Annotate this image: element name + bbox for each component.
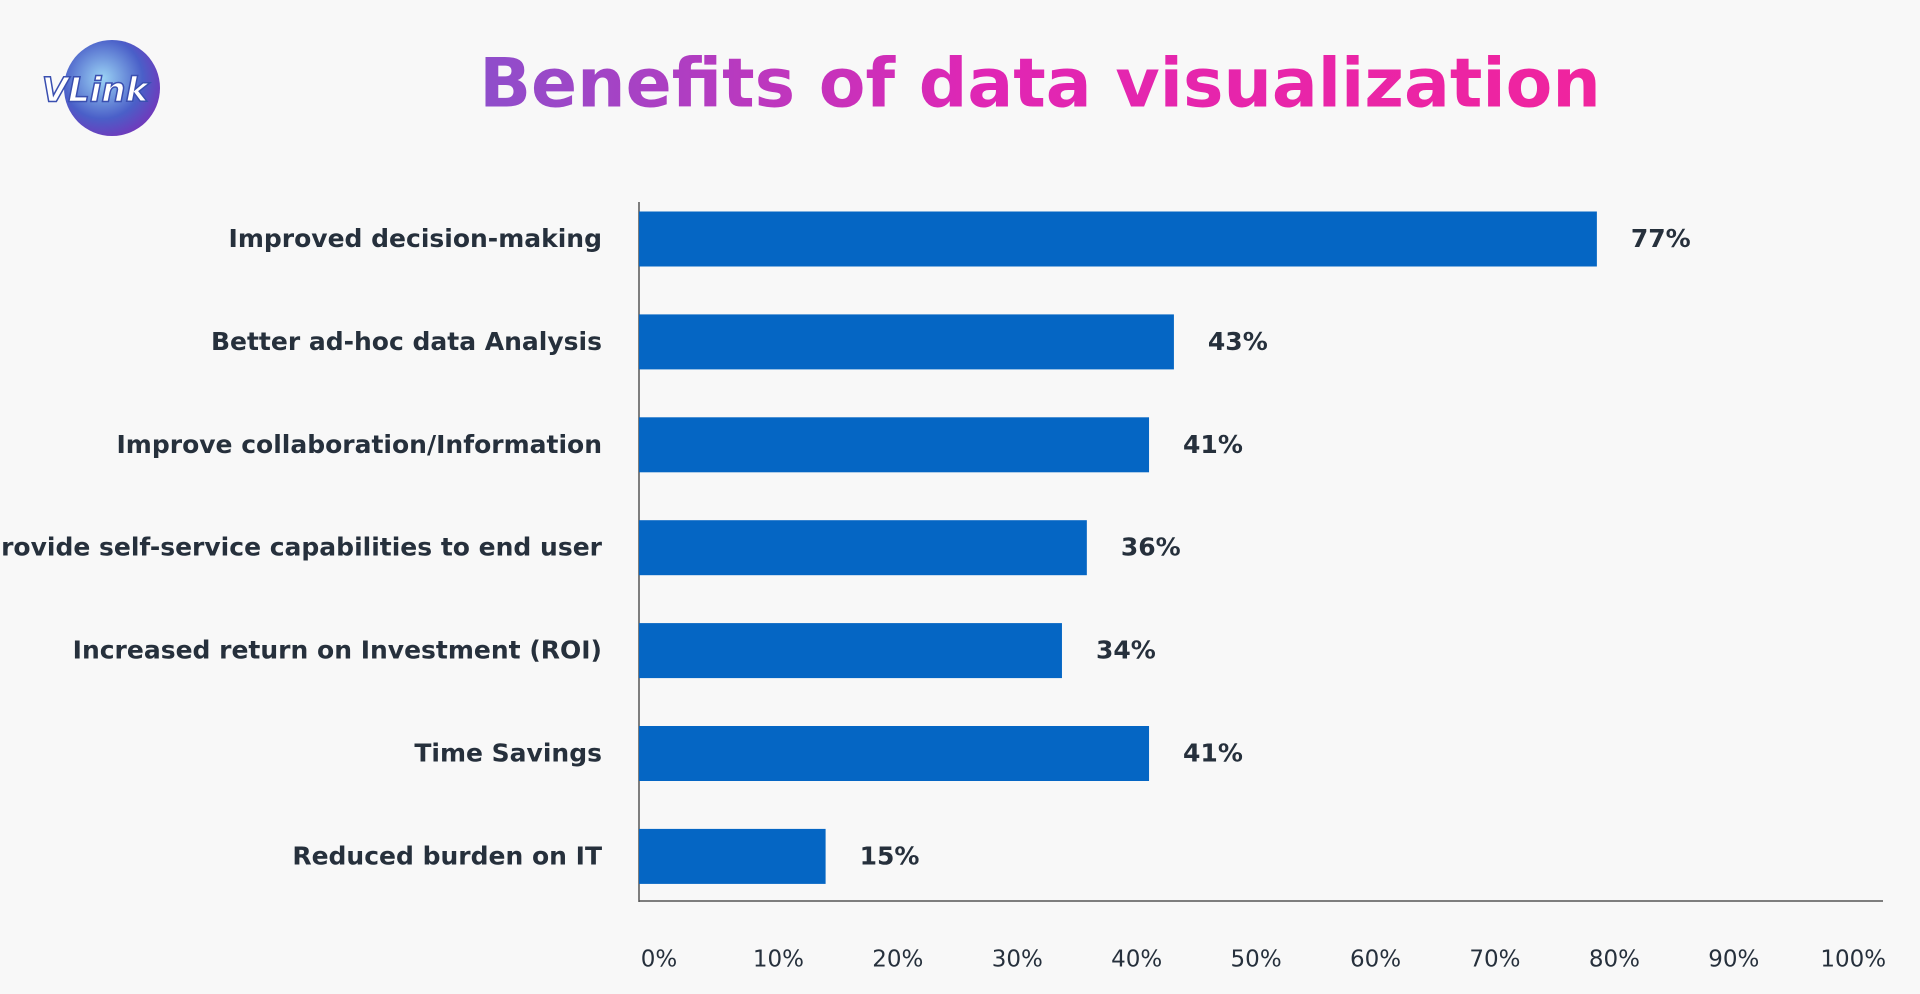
bar	[639, 314, 1174, 370]
logo: VLink	[41, 40, 160, 136]
x-tick-label: 60%	[1350, 947, 1401, 973]
category-label: Better ad-hoc data Analysis	[211, 327, 602, 356]
bar	[639, 211, 1597, 267]
category-label: Time Savings	[414, 739, 602, 768]
value-label: 77%	[1631, 224, 1691, 253]
category-label: Improved decision-making	[229, 224, 602, 253]
value-label: 43%	[1208, 327, 1268, 356]
bar	[639, 417, 1150, 473]
x-tick-label: 0%	[641, 947, 678, 973]
bar	[639, 828, 826, 884]
x-tick-label: 50%	[1231, 947, 1282, 973]
category-label: Provide self-service capabilities to end…	[0, 533, 603, 562]
chart-title: Benefits of data visualization	[479, 45, 1601, 124]
value-label: 15%	[860, 841, 920, 870]
category-label: Improve collaboration/Information	[117, 430, 603, 459]
value-label: 36%	[1121, 533, 1181, 562]
x-tick-label: 80%	[1589, 947, 1640, 973]
bar	[639, 623, 1062, 679]
x-tick-label: 70%	[1469, 947, 1520, 973]
x-tick-label: 100%	[1820, 947, 1886, 973]
value-label: 41%	[1183, 739, 1243, 768]
logo-globe	[64, 40, 160, 136]
value-label: 34%	[1096, 636, 1156, 665]
logo-text: VLink	[42, 71, 151, 111]
bar	[639, 726, 1150, 781]
x-tick-label: 40%	[1111, 947, 1162, 973]
x-tick-label: 20%	[872, 947, 923, 973]
value-label: 41%	[1183, 430, 1243, 459]
category-label: Reduced burden on IT	[292, 841, 602, 870]
bar	[639, 520, 1087, 576]
x-tick-label: 10%	[753, 947, 804, 973]
category-label: Increased return on Investment (ROI)	[73, 636, 602, 665]
x-tick-label: 90%	[1708, 947, 1759, 973]
x-tick-label: 30%	[992, 947, 1043, 973]
